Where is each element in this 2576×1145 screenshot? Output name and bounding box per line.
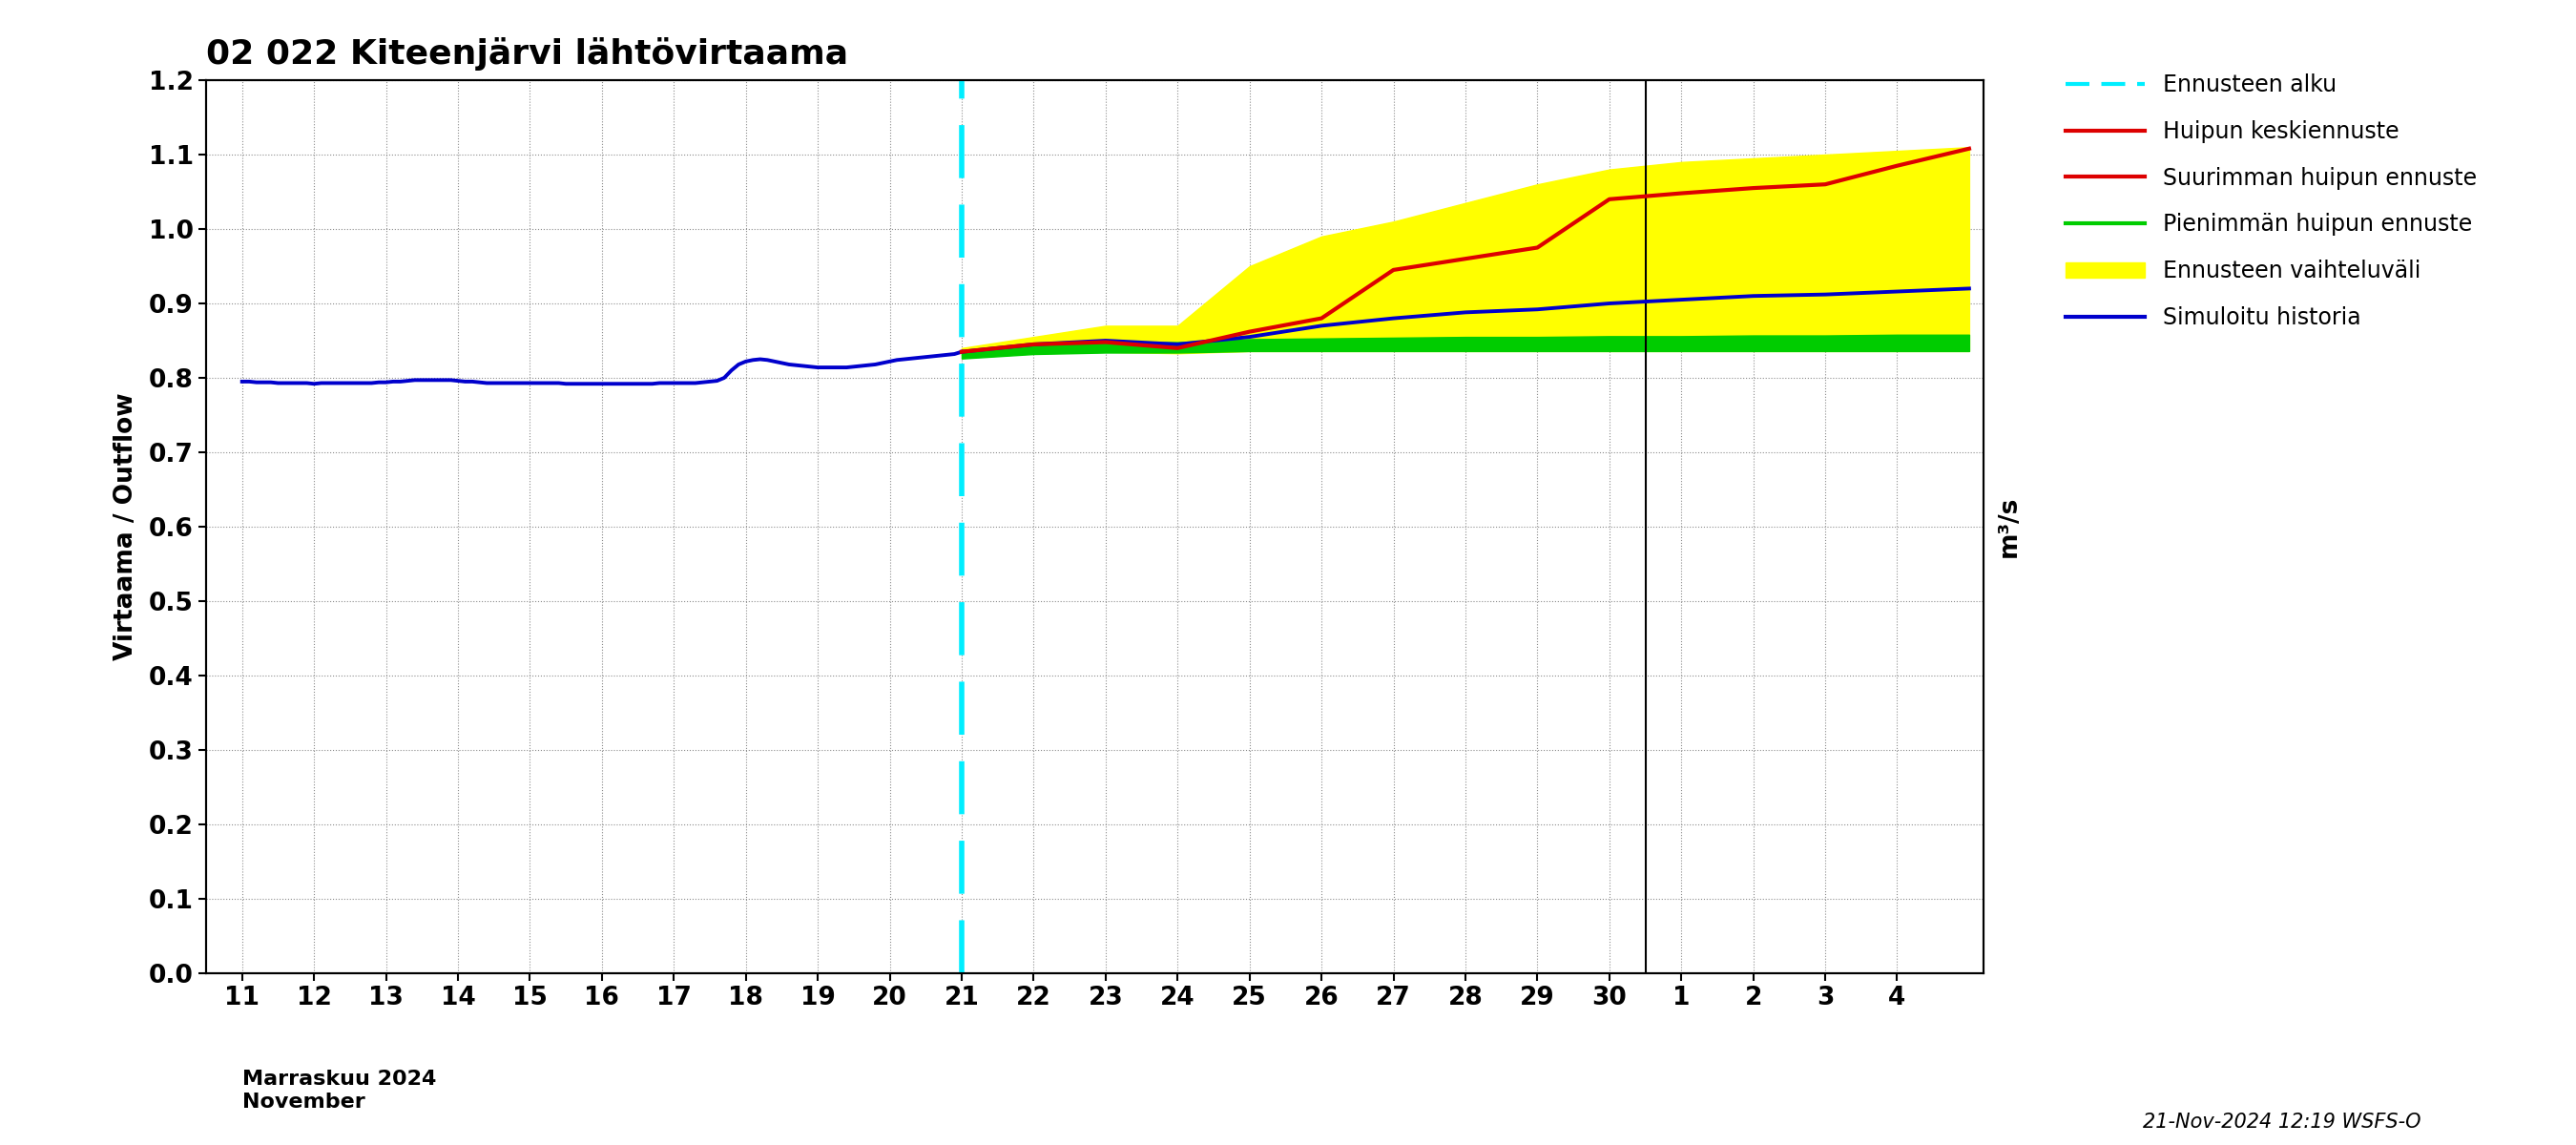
Text: 21-Nov-2024 12:19 WSFS-O: 21-Nov-2024 12:19 WSFS-O bbox=[2143, 1113, 2421, 1131]
Y-axis label: Virtaama / Outflow: Virtaama / Outflow bbox=[113, 393, 139, 661]
Text: Marraskuu 2024
November: Marraskuu 2024 November bbox=[242, 1069, 435, 1111]
Legend: Ennusteen alku, Huipun keskiennuste, Suurimman huipun ennuste, Pienimmän huipun : Ennusteen alku, Huipun keskiennuste, Suu… bbox=[2066, 73, 2476, 330]
Text: 02 022 Kiteenjärvi lähtövirtaama: 02 022 Kiteenjärvi lähtövirtaama bbox=[206, 38, 848, 71]
Y-axis label: m³/s: m³/s bbox=[1996, 496, 2022, 558]
